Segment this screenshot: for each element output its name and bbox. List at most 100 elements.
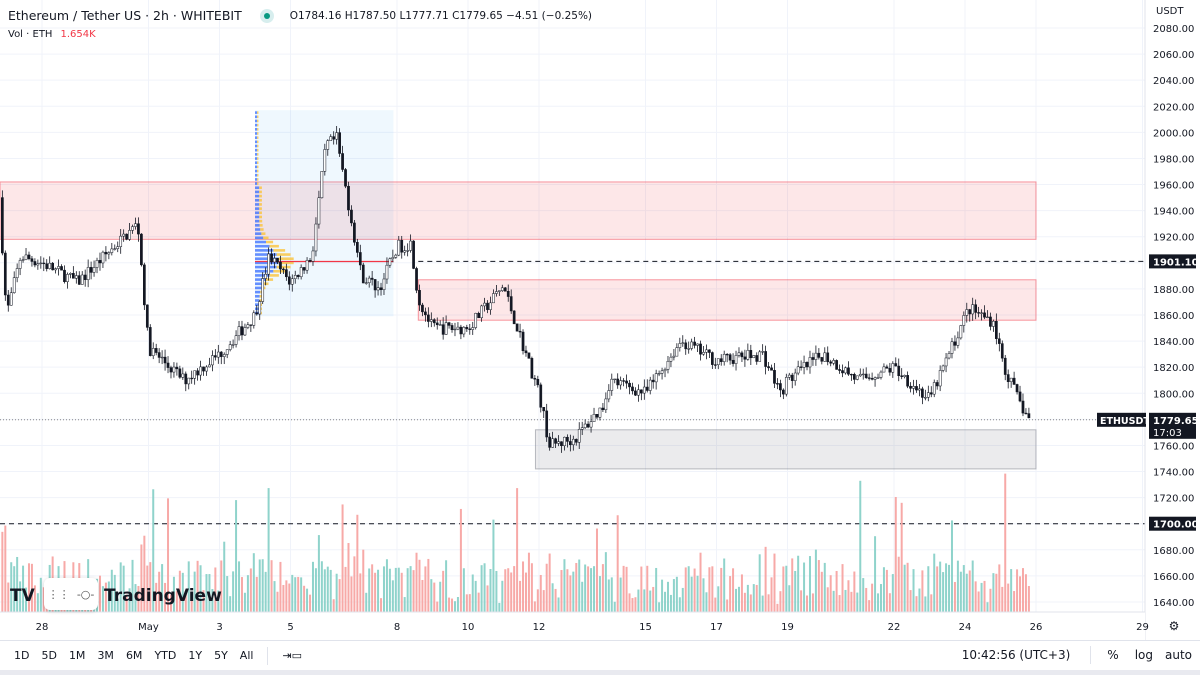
candle-body (459, 326, 463, 335)
candle-body (69, 273, 72, 275)
range-1y[interactable]: 1Y (188, 649, 203, 662)
range-all[interactable]: All (239, 649, 254, 662)
volume-bar (273, 581, 276, 612)
range-3m[interactable]: 3M (97, 649, 114, 662)
candle-body (708, 349, 711, 353)
candle-body (110, 248, 114, 253)
candle-body (214, 355, 217, 358)
candle-body (453, 328, 457, 331)
candle-body (329, 136, 333, 141)
candle-body (909, 385, 912, 389)
volume-bar (729, 576, 732, 612)
candle-body (438, 324, 442, 326)
range-ytd[interactable]: YTD (154, 649, 177, 662)
volume-bar (584, 564, 587, 612)
candle-body (42, 262, 46, 265)
candle-body (361, 264, 365, 284)
volume-bar (856, 592, 859, 612)
last-price-label: 1779.65 (1153, 416, 1199, 427)
candle-body (557, 441, 560, 444)
volume-profile-bar (255, 253, 277, 256)
candle-body (977, 312, 980, 314)
volume-bar (681, 587, 684, 612)
candle-body (483, 302, 486, 307)
candle-body (997, 338, 1001, 344)
candle-body (888, 368, 892, 373)
volume-bar (205, 574, 208, 612)
time-tick-label: 29 (1136, 622, 1149, 633)
volume-bar (841, 564, 844, 612)
volume-bar (767, 594, 770, 612)
volume-bar (971, 560, 974, 612)
volume-profile-bar (255, 203, 260, 206)
candle-body (631, 386, 634, 392)
volume-bar (238, 561, 241, 612)
go-to-date-icon[interactable]: ⇥▭ (282, 649, 303, 662)
volume-bar (202, 590, 205, 612)
range-6m[interactable]: 6M (125, 649, 143, 662)
volume-bar (495, 570, 498, 612)
candle-body (580, 427, 584, 430)
candle-body (208, 364, 211, 368)
line-tool-icon[interactable]: -○- (76, 587, 95, 601)
volume-bar (829, 575, 832, 612)
price-tick-label: 2080.00 (1153, 24, 1194, 35)
drag-widget[interactable]: ⋮⋮ -○- (44, 578, 98, 610)
volume-profile-bar (260, 228, 264, 231)
volume-bar (909, 590, 912, 612)
percent-toggle[interactable]: % (1107, 648, 1119, 662)
symbol-title[interactable]: Ethereum / Tether US · 2h · WHITEBIT (8, 8, 242, 23)
volume-bar (483, 563, 486, 612)
candle-body (713, 364, 717, 366)
volume-bar (782, 566, 785, 612)
candle-body (287, 276, 291, 285)
volume-bar (1027, 586, 1030, 612)
volume-bar (10, 562, 13, 612)
volume-bar (539, 574, 542, 612)
candle-body (190, 377, 194, 380)
range-1d[interactable]: 1D (14, 649, 30, 662)
candle-body (737, 352, 741, 356)
candle-body (39, 262, 43, 265)
volume-bar (684, 567, 687, 612)
price-chart[interactable]: USDT 2080.00 2060.00 2040.00 2020.00 2000.00 1… (0, 0, 1200, 640)
candle-body (992, 321, 995, 327)
volume-bar (104, 582, 107, 612)
candle-body (376, 287, 380, 291)
volume-bar (288, 583, 291, 612)
candle-body (311, 250, 315, 262)
volume-bar (285, 580, 288, 612)
volume-profile-bar (255, 249, 274, 252)
volume-bar (335, 573, 338, 612)
volume-bar (992, 573, 995, 612)
level-label-1700: 1700.00 (1153, 520, 1199, 531)
range-1m[interactable]: 1M (68, 649, 86, 662)
volume-profile-bar (255, 128, 258, 131)
candle-body (959, 325, 963, 339)
volume-bar (501, 580, 504, 612)
volume-bar (134, 584, 137, 612)
volume-bar (758, 554, 761, 612)
change-value: −4.51 (−0.25%) (506, 9, 593, 22)
candle-body (545, 410, 549, 438)
range-5d[interactable]: 5D (41, 649, 57, 662)
auto-toggle[interactable]: auto (1164, 648, 1192, 662)
log-toggle[interactable]: log (1134, 648, 1153, 662)
candle-body (382, 278, 386, 291)
candle-body (808, 357, 812, 368)
volume-bar (714, 597, 717, 612)
volume-profile-bar (257, 136, 259, 139)
volume-bar (746, 584, 749, 612)
drag-handle-icon[interactable]: ⋮⋮ (47, 587, 70, 601)
candle-body (347, 185, 350, 211)
candle-body (829, 361, 833, 364)
candle-body (980, 312, 983, 314)
volume-profile-bar (257, 119, 259, 123)
volume-bar (448, 597, 451, 612)
price-tick-label: 2020.00 (1153, 102, 1194, 113)
range-5y[interactable]: 5Y (214, 649, 228, 662)
volume-bar (344, 566, 347, 612)
symbol-tag: ETHUSDT (1100, 416, 1150, 427)
volume-bar (350, 576, 353, 612)
candle-body (137, 223, 140, 235)
